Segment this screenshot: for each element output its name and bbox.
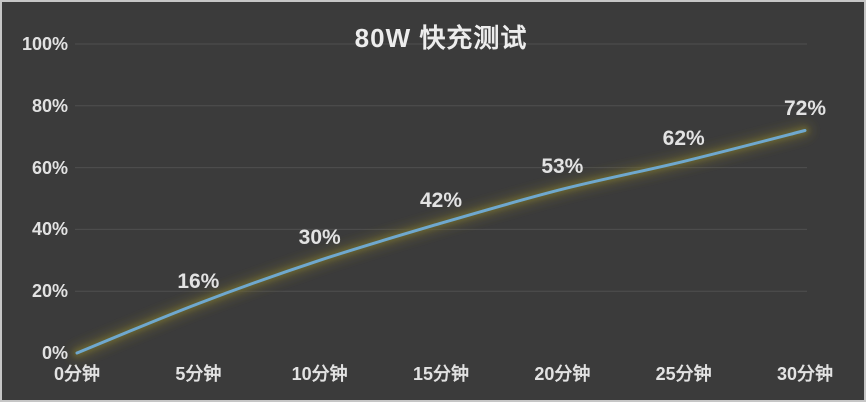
- x-tick-label: 10分钟: [291, 364, 348, 384]
- x-tick-label: 25分钟: [655, 364, 712, 384]
- data-point-label: 30%: [298, 226, 341, 250]
- data-point-label: 16%: [177, 269, 220, 293]
- y-tick-label: 20%: [31, 281, 68, 302]
- x-tick-label: 0分钟: [53, 364, 100, 384]
- battery-charge-line: [70, 123, 812, 360]
- gridlines: [75, 43, 807, 292]
- x-tick-label: 15分钟: [412, 364, 470, 384]
- data-point-label: 42%: [419, 189, 463, 213]
- y-tick-label: 60%: [31, 157, 68, 178]
- x-tick-label: 5分钟: [175, 364, 222, 384]
- y-tick-label: 0%: [41, 343, 68, 363]
- data-point-label: 72%: [783, 96, 827, 120]
- y-tick-label: 80%: [31, 95, 68, 116]
- y-tick-label: 100%: [21, 34, 68, 54]
- y-tick-label: 40%: [31, 219, 68, 240]
- x-tick-label: 30分钟: [776, 364, 834, 384]
- x-tick-label: 20分钟: [534, 364, 591, 384]
- data-point-label: 53%: [541, 155, 584, 179]
- charge-line: [75, 129, 807, 355]
- line-glow-outer: [70, 123, 812, 360]
- data-point-label: 62%: [662, 127, 705, 151]
- chart-title: 80W 快充测试: [354, 23, 528, 53]
